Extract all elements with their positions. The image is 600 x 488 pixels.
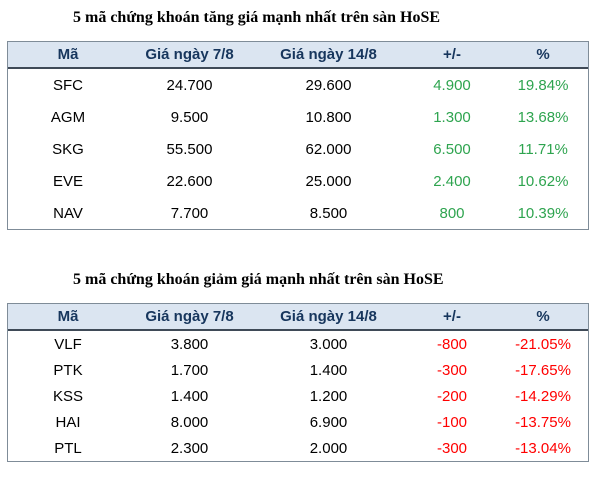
table-row: EVE 22.600 25.000 2.400 10.62% bbox=[8, 165, 588, 197]
stock-code-cell: PTK bbox=[8, 357, 128, 383]
percent-cell: 11.71% bbox=[498, 133, 588, 165]
column-header-price-14-8: Giá ngày 14/8 bbox=[251, 42, 406, 69]
price-old-cell: 2.300 bbox=[128, 435, 251, 461]
percent-cell: -14.29% bbox=[498, 383, 588, 409]
table-row: SKG 55.500 62.000 6.500 11.71% bbox=[8, 133, 588, 165]
gainers-table: Mã Giá ngày 7/8 Giá ngày 14/8 +/- % SFC 2… bbox=[7, 41, 589, 230]
column-header-price-14-8: Giá ngày 14/8 bbox=[251, 304, 406, 331]
column-header-percent: % bbox=[498, 304, 588, 331]
price-new-cell: 2.000 bbox=[251, 435, 406, 461]
price-new-cell: 8.500 bbox=[251, 197, 406, 229]
price-new-cell: 25.000 bbox=[251, 165, 406, 197]
change-cell: -100 bbox=[406, 409, 498, 435]
gainers-header-row: Mã Giá ngày 7/8 Giá ngày 14/8 +/- % bbox=[8, 42, 588, 69]
price-new-cell: 1.200 bbox=[251, 383, 406, 409]
column-header-code: Mã bbox=[8, 42, 128, 69]
table-row: PTK 1.700 1.400 -300 -17.65% bbox=[8, 357, 588, 383]
column-header-percent: % bbox=[498, 42, 588, 69]
stock-code-cell: VLF bbox=[8, 331, 128, 357]
change-cell: 4.900 bbox=[406, 69, 498, 101]
percent-cell: -13.75% bbox=[498, 409, 588, 435]
losers-table: Mã Giá ngày 7/8 Giá ngày 14/8 +/- % VLF 3… bbox=[7, 303, 589, 462]
price-new-cell: 3.000 bbox=[251, 331, 406, 357]
percent-cell: 13.68% bbox=[498, 101, 588, 133]
losers-header-row: Mã Giá ngày 7/8 Giá ngày 14/8 +/- % bbox=[8, 304, 588, 331]
change-cell: 2.400 bbox=[406, 165, 498, 197]
price-new-cell: 1.400 bbox=[251, 357, 406, 383]
price-new-cell: 29.600 bbox=[251, 69, 406, 101]
percent-cell: 19.84% bbox=[498, 69, 588, 101]
column-header-change: +/- bbox=[406, 304, 498, 331]
change-cell: -800 bbox=[406, 331, 498, 357]
price-old-cell: 7.700 bbox=[128, 197, 251, 229]
percent-cell: -17.65% bbox=[498, 357, 588, 383]
column-header-price-7-8: Giá ngày 7/8 bbox=[128, 42, 251, 69]
price-new-cell: 6.900 bbox=[251, 409, 406, 435]
column-header-price-7-8: Giá ngày 7/8 bbox=[128, 304, 251, 331]
change-cell: 800 bbox=[406, 197, 498, 229]
stock-code-cell: SKG bbox=[8, 133, 128, 165]
change-cell: -200 bbox=[406, 383, 498, 409]
stock-code-cell: HAI bbox=[8, 409, 128, 435]
table-row: PTL 2.300 2.000 -300 -13.04% bbox=[8, 435, 588, 461]
change-cell: 6.500 bbox=[406, 133, 498, 165]
price-old-cell: 1.400 bbox=[128, 383, 251, 409]
percent-cell: -13.04% bbox=[498, 435, 588, 461]
change-cell: -300 bbox=[406, 357, 498, 383]
gainers-table-body: SFC 24.700 29.600 4.900 19.84% AGM 9.500 10.800… bbox=[8, 69, 588, 229]
change-cell: 1.300 bbox=[406, 101, 498, 133]
price-old-cell: 8.000 bbox=[128, 409, 251, 435]
percent-cell: 10.62% bbox=[498, 165, 588, 197]
percent-cell: -21.05% bbox=[498, 331, 588, 357]
stock-code-cell: PTL bbox=[8, 435, 128, 461]
gainers-table-title: 5 mã chứng khoán tăng giá mạnh nhất trên… bbox=[73, 9, 441, 26]
table-row: SFC 24.700 29.600 4.900 19.84% bbox=[8, 69, 588, 101]
losers-table-title: 5 mã chứng khoán giảm giá mạnh nhất trên… bbox=[73, 271, 444, 288]
stock-code-cell: NAV bbox=[8, 197, 128, 229]
change-cell: -300 bbox=[406, 435, 498, 461]
column-header-change: +/- bbox=[406, 42, 498, 69]
column-header-code: Mã bbox=[8, 304, 128, 331]
table-row: VLF 3.800 3.000 -800 -21.05% bbox=[8, 331, 588, 357]
price-new-cell: 10.800 bbox=[251, 101, 406, 133]
losers-table-body: VLF 3.800 3.000 -800 -21.05% PTK 1.700 1.400 -30… bbox=[8, 331, 588, 461]
stock-code-cell: SFC bbox=[8, 69, 128, 101]
price-old-cell: 9.500 bbox=[128, 101, 251, 133]
price-old-cell: 55.500 bbox=[128, 133, 251, 165]
price-old-cell: 3.800 bbox=[128, 331, 251, 357]
price-old-cell: 24.700 bbox=[128, 69, 251, 101]
price-new-cell: 62.000 bbox=[251, 133, 406, 165]
price-old-cell: 1.700 bbox=[128, 357, 251, 383]
table-row: KSS 1.400 1.200 -200 -14.29% bbox=[8, 383, 588, 409]
stock-code-cell: AGM bbox=[8, 101, 128, 133]
percent-cell: 10.39% bbox=[498, 197, 588, 229]
stock-tables-figure: 5 mã chứng khoán tăng giá mạnh nhất trên… bbox=[7, 9, 589, 462]
stock-code-cell: KSS bbox=[8, 383, 128, 409]
table-row: AGM 9.500 10.800 1.300 13.68% bbox=[8, 101, 588, 133]
price-old-cell: 22.600 bbox=[128, 165, 251, 197]
table-row: HAI 8.000 6.900 -100 -13.75% bbox=[8, 409, 588, 435]
stock-code-cell: EVE bbox=[8, 165, 128, 197]
table-row: NAV 7.700 8.500 800 10.39% bbox=[8, 197, 588, 229]
